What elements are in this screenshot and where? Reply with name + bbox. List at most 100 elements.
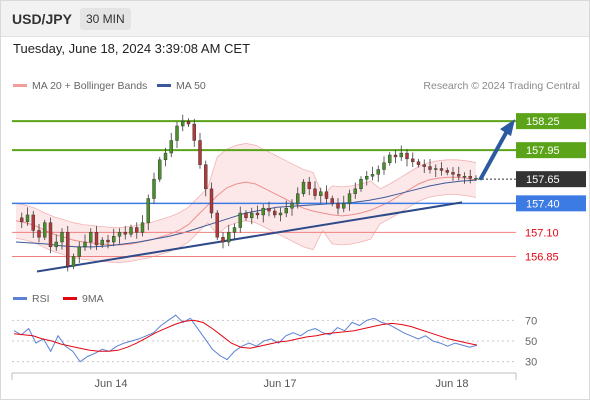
support-label-4: 157.10 [525,227,559,239]
rsi-legend-swatch-1 [63,297,77,300]
candle-body-6 [48,222,53,248]
legend-label-1: MA 50 [176,80,206,92]
candle-body-64 [382,162,386,170]
rsi-legend-swatch-0 [13,297,27,300]
candle-body-10 [71,256,76,267]
candle-body-3 [31,214,35,231]
candle-body-63 [376,169,380,175]
timeframe-button[interactable]: 30 MIN [80,8,131,30]
x-tick-2: Jun 18 [435,378,468,390]
candle-body-42 [255,212,260,216]
candle-body-68 [405,152,409,160]
candle-body-22 [140,222,145,233]
candle-body-16 [106,239,110,243]
candle-body-50 [301,181,306,194]
candle-body-76 [451,172,455,175]
candle-body-44 [267,207,271,212]
ma20-line [15,176,477,246]
candle-body-26 [163,152,168,161]
rsi-tick-1: 50 [525,336,537,348]
candle-body-28 [175,125,179,141]
resistance-tag-0 [516,113,586,130]
candle-body-33 [204,164,208,190]
candle-body-48 [290,203,294,209]
candle-body-14 [94,232,99,246]
candle-body-51 [307,181,311,190]
candle-body-73 [434,168,438,170]
rsi-line [13,314,478,363]
candle-body-66 [393,154,398,158]
candle-body-55 [330,198,334,204]
candle-body-69 [411,158,415,162]
candle-body-15 [100,239,104,246]
candle-body-59 [353,188,357,194]
candle-body-67 [399,152,403,158]
candle-body-60 [359,178,363,190]
legend-swatch-0 [13,84,27,87]
last-price-label: 157.65 [526,174,560,186]
candle-body-52 [313,188,317,196]
candle-body-34 [209,188,214,214]
candle-body-58 [347,193,352,204]
candle-body-75 [445,170,449,173]
candle-body-9 [66,232,70,267]
legend-label-0: MA 20 + Bollinger Bands [32,80,147,92]
candle-body-65 [388,154,392,163]
trendline [36,201,463,273]
candle-body-19 [123,232,127,235]
candle-body-24 [152,178,156,199]
support-label-5: 156.85 [525,252,559,264]
candle-body-78 [462,176,467,178]
header-bar: USD/JPY 30 MIN [1,1,589,37]
candle-body-53 [319,191,323,196]
resistance-tag-1 [516,142,586,159]
x-tick-0: Jun 14 [94,378,127,390]
candle-body-62 [370,174,375,177]
candle-body-31 [192,123,196,141]
candle-body-27 [169,140,173,154]
candle-body-79 [468,176,472,179]
candle-body-8 [60,232,64,243]
resistance-label-1: 157.95 [526,145,560,157]
candle-body-4 [37,230,41,238]
candle-body-1 [20,217,24,222]
candle-body-20 [129,227,133,235]
timestamp: Tuesday, June 18, 2024 3:39:08 AM CET [13,41,251,56]
candle-body-17 [112,236,116,243]
candle-body-49 [296,193,300,204]
candle-body-32 [198,140,202,165]
candle-body-72 [428,166,432,170]
candle-body-70 [416,161,421,165]
projection-arrow-shaft [479,129,509,181]
bollinger-upper [15,142,477,228]
candle-body-2 [25,214,30,222]
candle-body-41 [250,212,254,219]
candle-body-40 [244,212,248,219]
candle-body-74 [439,168,444,171]
x-tick-1: Jun 17 [263,378,296,390]
candle-body-37 [227,232,231,243]
candle-body-11 [77,246,81,257]
last-price-tag [516,171,586,188]
pivot-tag [516,195,586,212]
candle-body-43 [261,207,265,216]
candle-body-18 [117,232,122,237]
candle-body-25 [158,159,162,180]
candle-body-29 [181,120,185,127]
candle-body-21 [135,227,139,233]
candle-body-71 [422,164,426,167]
rsi-legend-label-0: RSI [32,293,50,305]
candle-body-56 [336,203,340,209]
candle-body-77 [457,174,461,177]
pivot-label: 157.40 [526,198,560,210]
candle-body-7 [54,241,58,248]
candle-body-13 [89,232,93,243]
candle-body-39 [238,212,242,228]
candle-body-23 [146,198,150,223]
candle-body-45 [273,210,277,216]
candle-body-38 [232,227,237,233]
candle-body-30 [186,120,191,125]
candle-body-36 [221,236,225,243]
